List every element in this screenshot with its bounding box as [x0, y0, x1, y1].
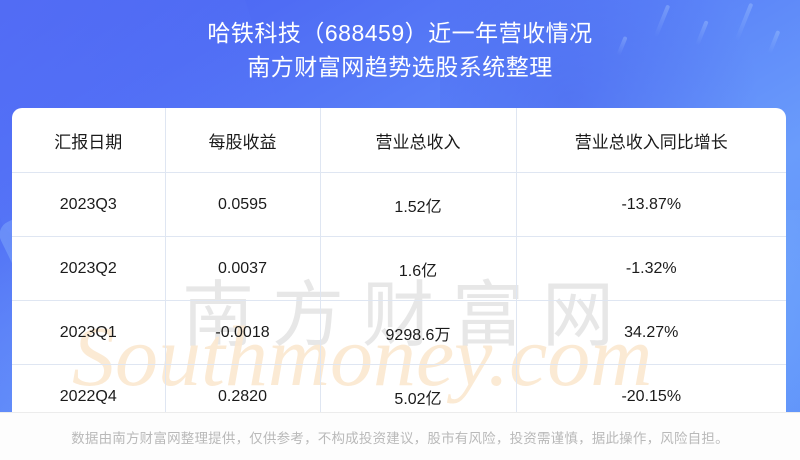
column-header-revenue-yoy: 营业总收入同比增长: [516, 108, 786, 173]
cell-eps: 0.0595: [165, 172, 321, 237]
column-header-report-date: 汇报日期: [12, 108, 166, 173]
table-row: 2023Q2 0.0037 1.6亿 -1.32%: [12, 236, 786, 301]
page-title: 哈铁科技（688459）近一年营收情况 南方财富网趋势选股系统整理: [0, 16, 800, 84]
footer-disclaimer-bar: 数据由南方财富网整理提供，仅供参考，不构成投资建议，股市有风险，投资需谨慎，据此…: [0, 412, 800, 460]
cell-report-date: 2023Q1: [12, 300, 166, 365]
page-title-secondary: 南方财富网趋势选股系统整理: [247, 54, 553, 80]
cell-revenue: 9298.6万: [320, 300, 517, 365]
page-title-primary: 哈铁科技（688459）近一年营收情况: [207, 20, 593, 46]
cell-revenue-yoy: -13.87%: [516, 172, 786, 237]
cell-revenue-yoy: 34.27%: [516, 300, 786, 365]
cell-revenue-yoy: -1.32%: [516, 236, 786, 301]
cell-revenue-yoy: -20.15%: [621, 387, 682, 405]
table-row: 2022Q4 0.2820 5.02亿 -20.15%: [12, 364, 786, 413]
footer-disclaimer-text: 数据由南方财富网整理提供，仅供参考，不构成投资建议，股市有风险，投资需谨慎，据此…: [71, 430, 729, 446]
cell-eps: 0.2820: [165, 364, 321, 413]
column-header-eps: 每股收益: [165, 108, 321, 173]
cell-revenue: 1.52亿: [320, 172, 517, 237]
cell-revenue: 5.02亿: [320, 364, 517, 413]
column-header-revenue: 营业总收入: [320, 108, 517, 173]
table-header-row: 汇报日期 每股收益 营业总收入 营业总收入同比增长: [12, 108, 786, 173]
table-row: 2023Q3 0.0595 1.52亿 -13.87%: [12, 172, 786, 237]
financial-table-card: 南方财富网 Southmoney.com 汇报日期 每股收益 营业总收入 营业总…: [12, 108, 786, 413]
cell-eps: 0.0037: [165, 236, 321, 301]
cell-revenue: 1.6亿: [320, 236, 517, 301]
table-row: 2023Q1 -0.0018 9298.6万 34.27%: [12, 300, 786, 365]
financial-table: 汇报日期 每股收益 营业总收入 营业总收入同比增长 2023Q3 0.0595 …: [12, 108, 786, 413]
cell-report-date: 2023Q2: [12, 236, 166, 301]
cell-report-date: 2022Q4: [12, 364, 166, 413]
cell-eps: -0.0018: [165, 300, 321, 365]
cell-report-date: 2023Q3: [12, 172, 166, 237]
